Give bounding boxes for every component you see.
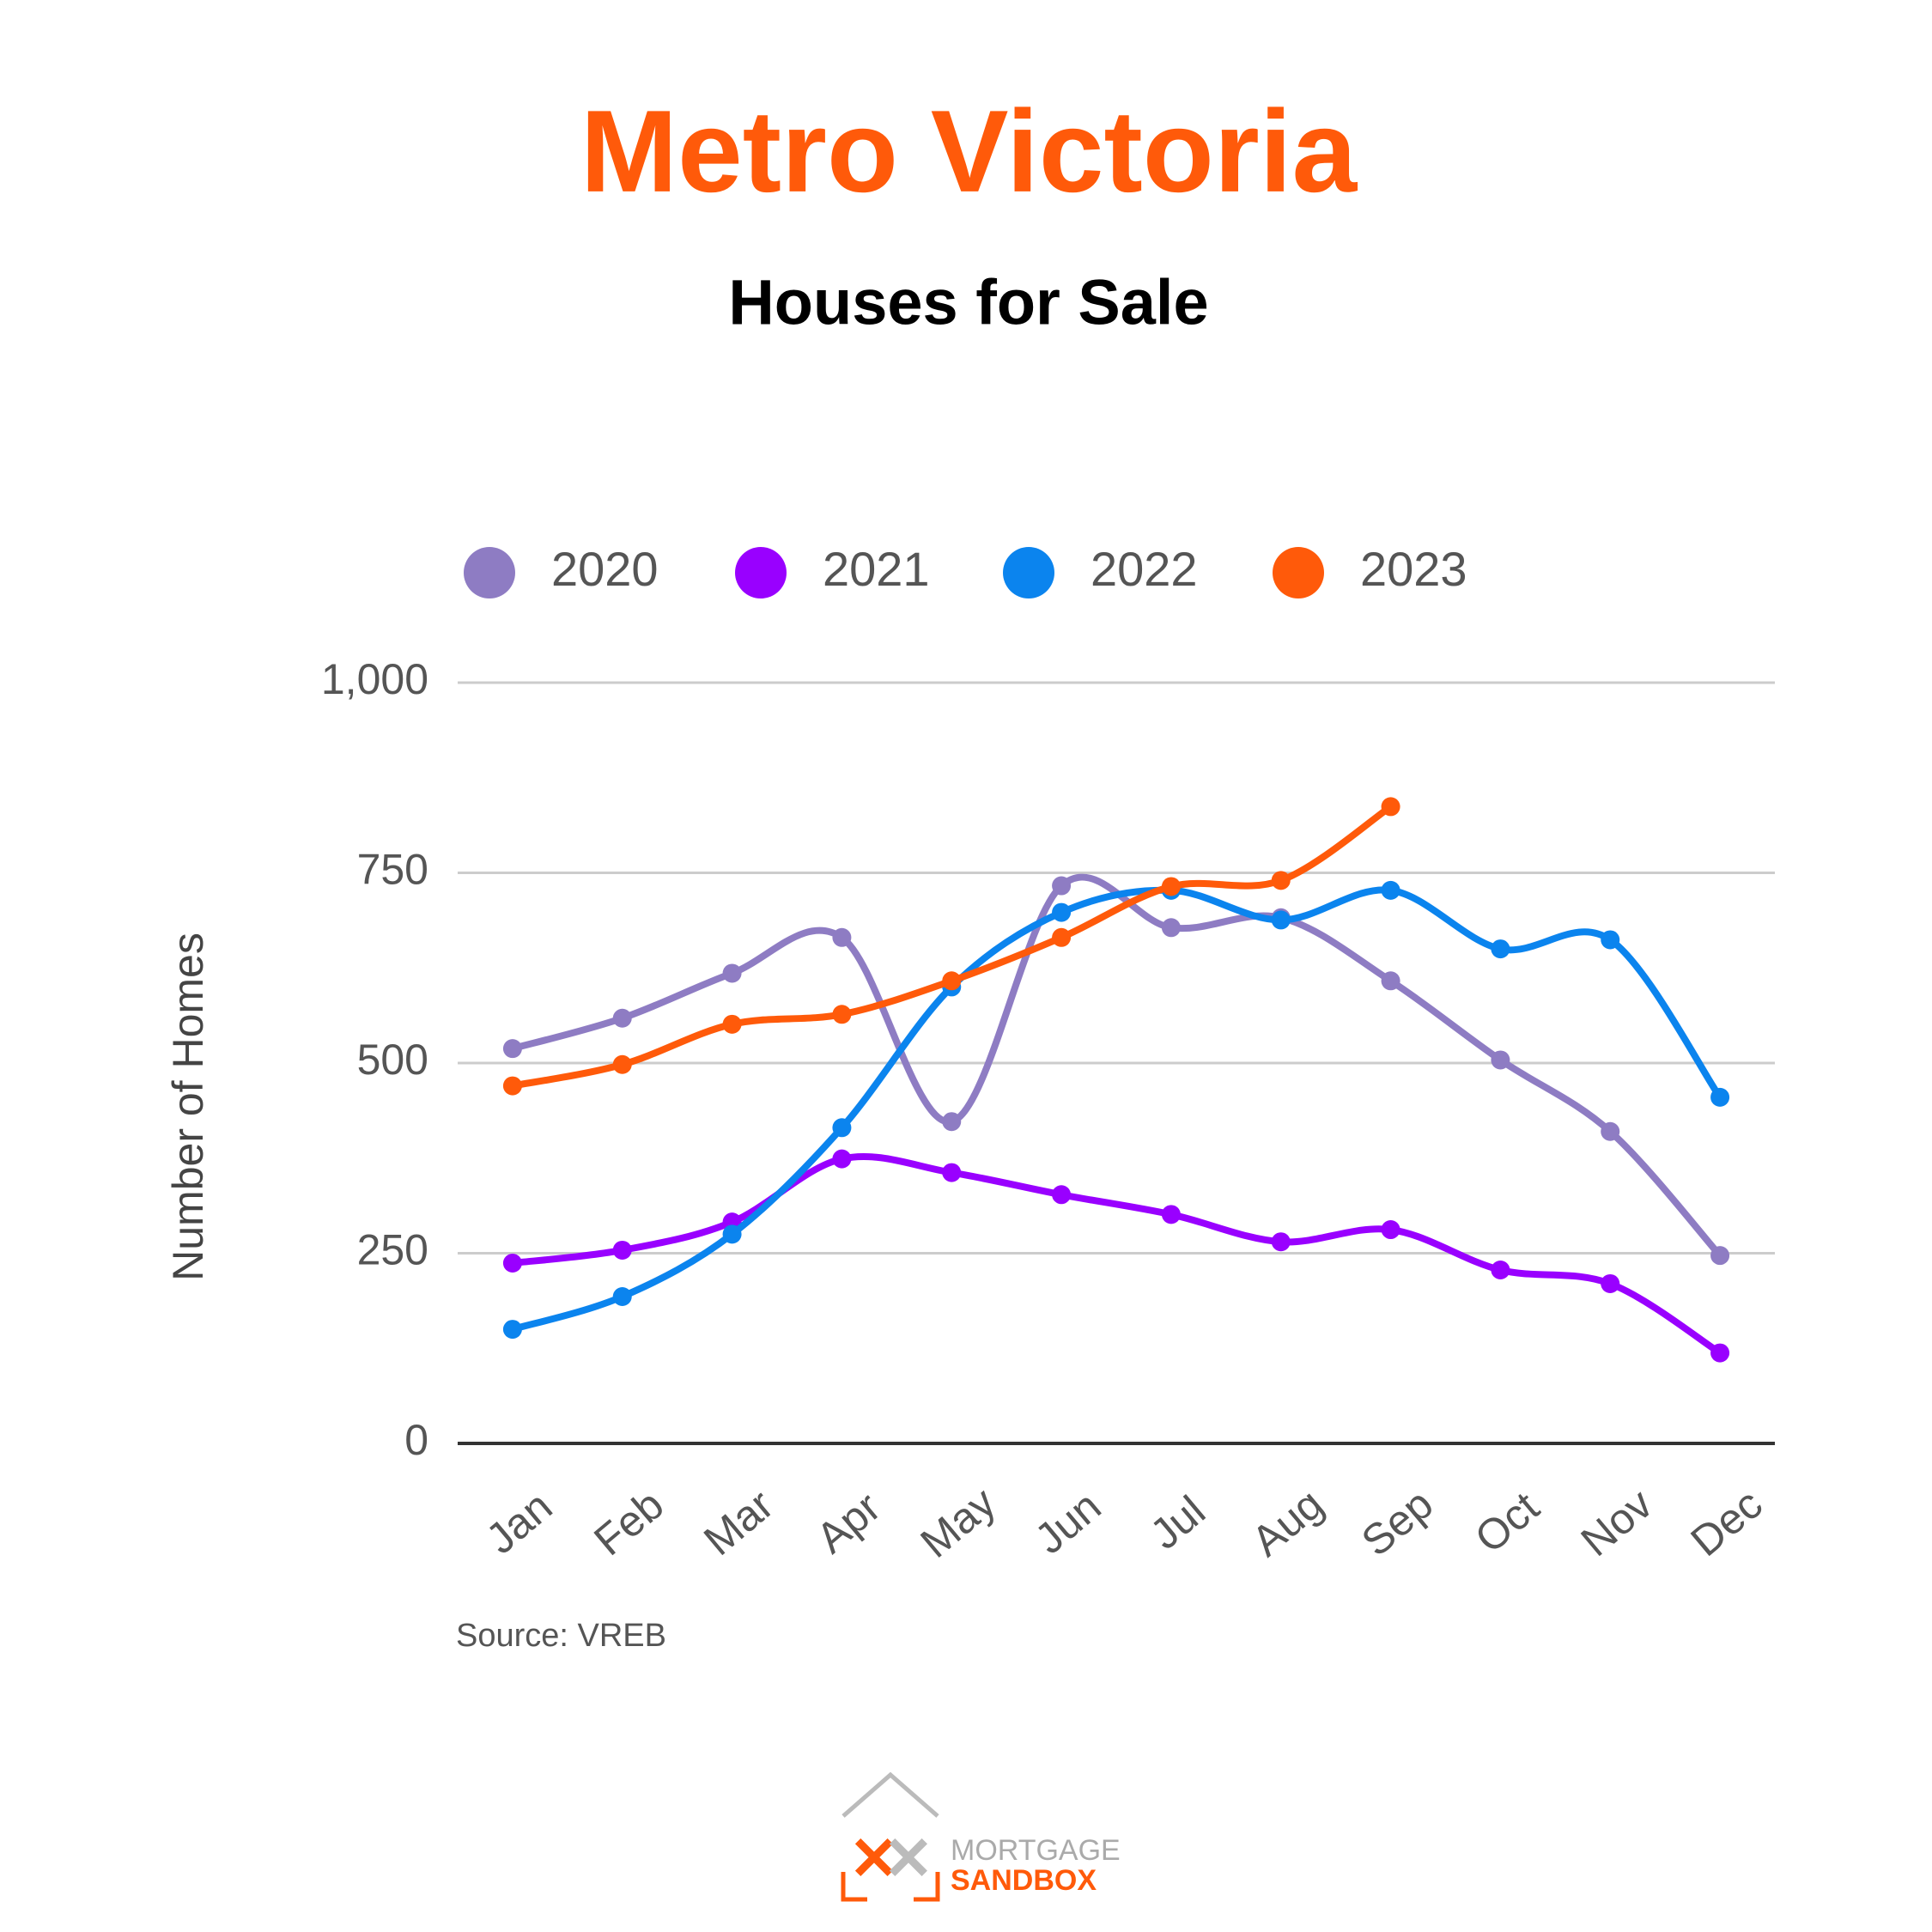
legend-label: 2023 xyxy=(1360,542,1467,596)
x-tick-label: Sep xyxy=(1352,1479,1442,1565)
source-note: Source: VREB xyxy=(456,1618,666,1654)
data-point xyxy=(1491,1050,1510,1070)
data-point xyxy=(1381,880,1400,900)
x-tick-label: Aug xyxy=(1242,1479,1332,1565)
data-point xyxy=(1601,930,1620,950)
x-tick-label: Apr xyxy=(807,1483,890,1563)
series-line xyxy=(511,886,1723,1333)
y-tick-label: 0 xyxy=(404,1416,428,1464)
x-tick-label: Jul xyxy=(1141,1486,1214,1558)
data-point xyxy=(612,1240,632,1260)
legend-label: 2020 xyxy=(551,542,659,596)
data-point xyxy=(1491,1260,1510,1279)
data-point xyxy=(722,1224,742,1244)
data-point xyxy=(1601,1273,1620,1293)
data-point xyxy=(1710,1246,1730,1266)
data-point xyxy=(832,1149,852,1169)
data-point xyxy=(832,927,852,947)
x-tick-label: Nov xyxy=(1572,1479,1662,1565)
data-point xyxy=(1601,1121,1620,1141)
data-point xyxy=(612,1287,632,1307)
data-point xyxy=(832,1118,852,1138)
logo-x: ✕ xyxy=(849,1825,900,1892)
data-point xyxy=(1381,1220,1400,1240)
logo-frame xyxy=(841,1872,940,1902)
x-tick-label: Jan xyxy=(477,1482,562,1564)
y-tick-label: 250 xyxy=(357,1226,428,1274)
logo: ✕ ✕ MORTGAGE SANDBOX xyxy=(841,1771,1121,1902)
data-point xyxy=(1052,902,1072,922)
data-point xyxy=(612,1008,632,1028)
legend-swatch xyxy=(1003,547,1054,598)
legend-swatch xyxy=(735,547,787,598)
y-tick-label: 500 xyxy=(357,1036,428,1084)
y-tick-label: 750 xyxy=(357,846,428,894)
y-axis-label: Number of Homes xyxy=(164,933,212,1281)
x-tick-label: Dec xyxy=(1682,1479,1771,1565)
legend-swatch xyxy=(1273,547,1324,598)
data-point xyxy=(502,1039,522,1059)
data-point xyxy=(1052,876,1072,896)
data-point xyxy=(1161,877,1181,896)
data-point xyxy=(1710,1087,1730,1107)
x-tick-label: Mar xyxy=(695,1480,782,1564)
logo-x: ✕ xyxy=(884,1825,934,1892)
data-point xyxy=(942,1112,962,1132)
chart-subtitle: Houses for Sale xyxy=(728,267,1208,338)
data-point xyxy=(1491,939,1510,959)
data-point xyxy=(832,1005,852,1024)
legend-label: 2021 xyxy=(823,542,930,596)
logo-roof xyxy=(841,1771,939,1818)
data-point xyxy=(1381,797,1400,817)
data-point xyxy=(612,1054,632,1074)
data-point xyxy=(722,963,742,983)
data-point xyxy=(1271,1232,1291,1252)
data-point xyxy=(1161,918,1181,938)
series-line xyxy=(511,873,1723,1258)
legend-swatch xyxy=(464,547,515,598)
data-point xyxy=(942,971,962,991)
x-tick-label: Feb xyxy=(585,1480,672,1564)
logo-text: SANDBOX xyxy=(951,1864,1097,1897)
x-tick-label: Oct xyxy=(1466,1483,1548,1563)
chart-title: Metro Victoria xyxy=(580,86,1358,216)
data-point xyxy=(502,1254,522,1273)
data-point xyxy=(1381,971,1400,991)
data-point xyxy=(1271,910,1291,930)
data-point xyxy=(722,1014,742,1034)
data-point xyxy=(1271,871,1291,890)
data-point xyxy=(1052,927,1072,947)
x-tick-label: Jun xyxy=(1026,1482,1110,1564)
data-point xyxy=(1710,1343,1730,1363)
data-point xyxy=(942,1163,962,1182)
logo-text: MORTGAGE xyxy=(951,1834,1121,1867)
series-line xyxy=(512,804,1393,1090)
y-tick-label: 1,000 xyxy=(321,655,428,703)
data-point xyxy=(502,1076,522,1096)
series-line xyxy=(512,1153,1722,1356)
data-point xyxy=(1052,1185,1072,1205)
legend-label: 2022 xyxy=(1091,542,1198,596)
x-tick-label: May xyxy=(912,1478,1005,1567)
data-point xyxy=(1161,1205,1181,1224)
data-point xyxy=(502,1320,522,1340)
